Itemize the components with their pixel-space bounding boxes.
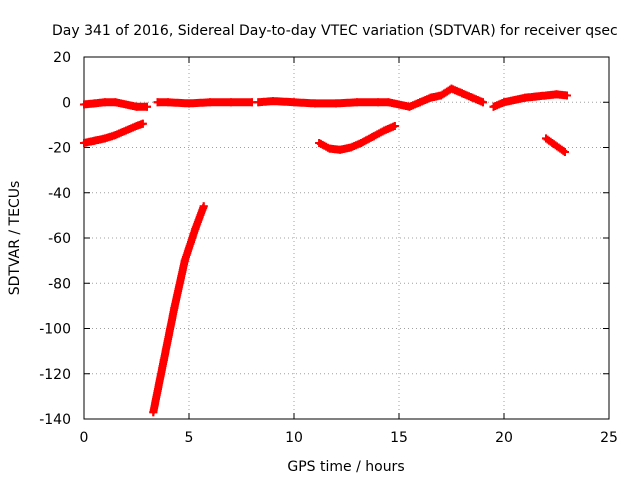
- series-segment-1: [80, 98, 151, 111]
- data-point: [199, 202, 208, 211]
- y-tick-label: 20: [53, 50, 71, 66]
- data-point: [542, 134, 550, 143]
- data-point: [426, 93, 435, 102]
- data-point: [185, 99, 193, 108]
- data-point: [500, 98, 508, 107]
- data-point: [122, 126, 130, 135]
- series-segment-2: [80, 119, 147, 147]
- data-point: [390, 122, 399, 131]
- data-point: [336, 145, 345, 154]
- series-segment-5: [254, 84, 487, 111]
- data-point: [111, 131, 120, 140]
- y-tick-label: -20: [48, 141, 71, 157]
- data-point: [80, 100, 88, 109]
- data-point: [468, 93, 477, 102]
- y-tick-label: -140: [39, 412, 71, 428]
- data-point: [346, 143, 355, 152]
- y-tick-label: -120: [39, 367, 71, 383]
- series-segment-8: [542, 134, 569, 157]
- data-point: [170, 304, 179, 313]
- data-point: [374, 98, 382, 107]
- data-point: [437, 91, 445, 100]
- series-segment-7: [489, 90, 571, 111]
- data-point: [180, 256, 189, 265]
- data-point: [531, 92, 540, 101]
- data-point: [101, 134, 109, 143]
- data-point: [353, 98, 361, 107]
- y-tick-label: -40: [48, 186, 71, 202]
- data-point: [479, 98, 487, 107]
- data-point: [542, 91, 550, 100]
- data-point: [191, 224, 200, 233]
- y-tick-label: 0: [62, 95, 71, 111]
- x-tick-label: 20: [495, 430, 513, 446]
- x-tick-label: 10: [285, 430, 303, 446]
- data-point: [164, 98, 172, 107]
- data-point: [206, 98, 214, 107]
- data-point: [416, 98, 424, 107]
- data-point: [325, 144, 334, 153]
- data-point: [138, 119, 147, 128]
- y-tick-label: -80: [48, 276, 71, 292]
- x-tick-label: 5: [185, 430, 194, 446]
- x-tick-label: 0: [80, 430, 89, 446]
- data-point: [315, 138, 324, 147]
- data-point: [290, 98, 298, 107]
- data-point: [311, 99, 319, 108]
- x-tick-label: 25: [600, 430, 618, 446]
- data-point: [149, 408, 158, 417]
- data-point: [369, 132, 378, 141]
- data-point: [227, 98, 235, 107]
- chart-title: Day 341 of 2016, Sidereal Day-to-day VTE…: [52, 23, 618, 39]
- data-point: [560, 148, 569, 157]
- data-point: [122, 100, 130, 109]
- series-segment-4: [153, 98, 256, 108]
- series-segment-3: [149, 202, 208, 417]
- data-point: [447, 84, 456, 93]
- data-point: [132, 102, 141, 111]
- data-point: [489, 102, 498, 111]
- data-point: [552, 90, 561, 99]
- data-point: [153, 98, 162, 107]
- data-point: [90, 99, 99, 108]
- data-points: [80, 84, 571, 417]
- y-axis-label: SDTVAR / TECUs: [7, 181, 23, 296]
- y-tick-label: -100: [39, 322, 71, 338]
- data-point: [132, 122, 141, 131]
- data-point: [548, 138, 557, 147]
- data-point: [510, 95, 519, 104]
- data-point: [143, 102, 151, 111]
- data-point: [380, 126, 389, 135]
- data-point: [521, 93, 529, 102]
- plot-frame: [83, 56, 610, 420]
- x-tick-labels: 0 5 10 15 20 25: [80, 430, 618, 446]
- data-point: [80, 138, 88, 147]
- data-point: [357, 138, 366, 147]
- data-point: [395, 100, 403, 109]
- data-point: [332, 99, 340, 108]
- x-tick-label: 15: [390, 430, 408, 446]
- data-point: [554, 143, 563, 152]
- y-tick-label: -60: [48, 231, 71, 247]
- data-point: [159, 356, 168, 365]
- data-point: [384, 98, 393, 107]
- x-axis-label: GPS time / hours: [287, 459, 404, 475]
- data-point: [563, 91, 571, 100]
- data-point: [101, 98, 109, 107]
- data-point-trail: [149, 202, 208, 417]
- data-point: [254, 98, 263, 107]
- data-point: [111, 98, 120, 107]
- data-point: [405, 102, 414, 111]
- series-segment-6: [315, 122, 399, 154]
- y-tick-labels: -140 -120 -100 -80 -60 -40 -20 0 20: [39, 50, 71, 428]
- data-point: [458, 89, 466, 98]
- data-point: [269, 97, 277, 106]
- data-point: [90, 136, 99, 145]
